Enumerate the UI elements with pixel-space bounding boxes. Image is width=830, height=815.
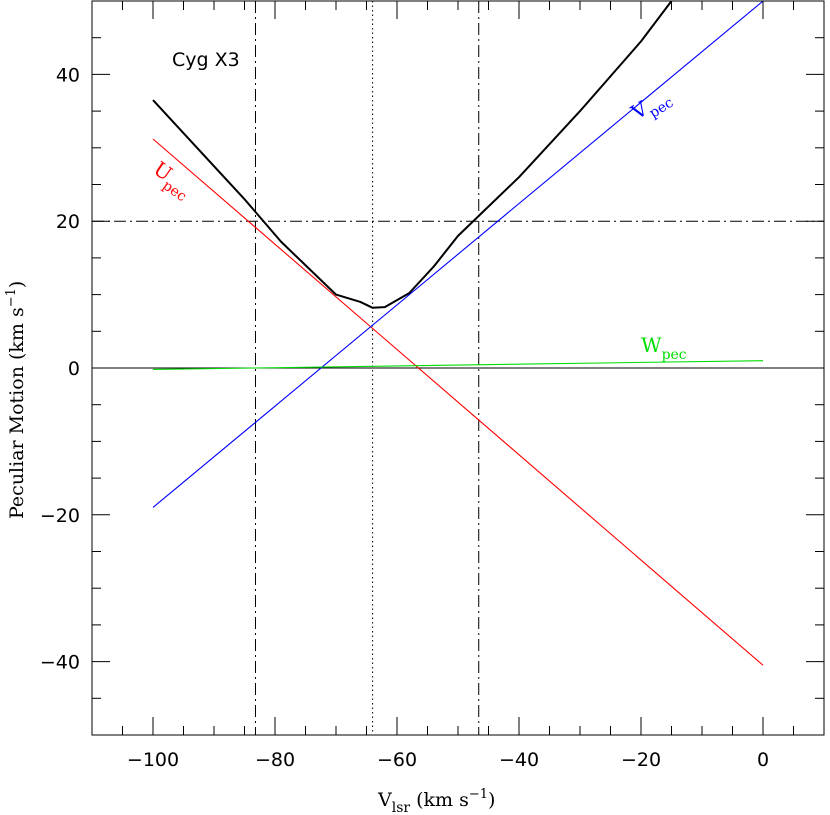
- y-tick-label: 40: [56, 64, 80, 86]
- series-layer: [152, 0, 764, 666]
- u-pec-label: Upec: [146, 156, 198, 205]
- series-line-v: [152, 0, 764, 508]
- v-pec-label: Vpec: [626, 83, 676, 130]
- y-axis-label: Peculiar Motion (km s−1): [4, 281, 28, 519]
- y-tick-label: −40: [40, 652, 80, 674]
- ticks-layer: [91, 0, 825, 736]
- chart-title: Cyg X3: [172, 49, 240, 71]
- x-tick-label: −100: [127, 749, 179, 771]
- series-line-total: [152, 0, 673, 309]
- tick-labels: −100 −80 −60 −40 −20 0 −40 −20 0 20 40: [40, 64, 769, 771]
- plot-frame: [91, 0, 825, 736]
- y-tick-label: 20: [56, 211, 80, 233]
- reference-lines: [92, 1, 824, 735]
- series-line-w: [152, 360, 764, 371]
- x-tick-label: −60: [377, 749, 417, 771]
- x-axis-label: Vlsr (km s−1): [377, 787, 495, 815]
- x-tick-label: −80: [255, 749, 295, 771]
- y-tick-label: −20: [40, 505, 80, 527]
- w-pec-label: Wpec: [641, 333, 687, 363]
- series-line-u: [152, 138, 764, 666]
- y-tick-label: 0: [68, 358, 80, 380]
- x-tick-label: 0: [757, 749, 769, 771]
- x-tick-label: −40: [499, 749, 539, 771]
- x-tick-label: −20: [621, 749, 661, 771]
